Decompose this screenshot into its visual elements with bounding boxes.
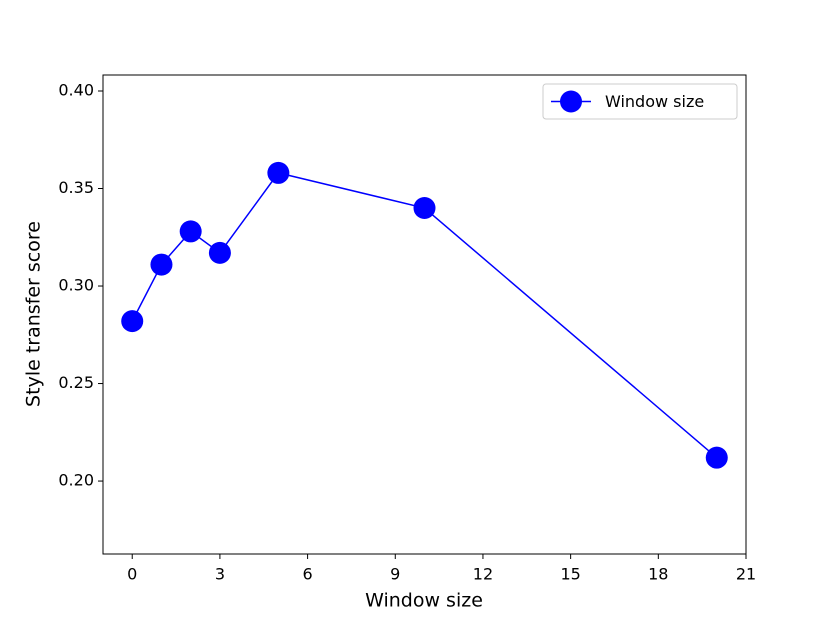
marker: [705, 446, 728, 469]
x-tick-label: 9: [390, 565, 400, 584]
x-tick-label: 3: [215, 565, 225, 584]
y-tick-label: 0.35: [58, 178, 94, 197]
marker: [121, 310, 144, 333]
legend-box: [542, 83, 738, 120]
x-axis-label: Window size: [365, 590, 483, 612]
marker: [179, 220, 202, 243]
x-tick-label: 21: [736, 565, 756, 584]
marker: [413, 197, 436, 220]
x-tick-label: 12: [473, 565, 493, 584]
legend-label: Window size: [605, 92, 704, 111]
x-tick-label: 6: [302, 565, 312, 584]
x-tick-label: 15: [560, 565, 580, 584]
y-tick-label: 0.25: [58, 373, 94, 392]
y-axis-label: Style transfer score: [23, 221, 45, 407]
y-tick-label: 0.20: [58, 471, 94, 490]
marker: [150, 253, 173, 276]
marker: [267, 161, 290, 184]
x-tick-label: 18: [648, 565, 668, 584]
y-tick-label: 0.30: [58, 276, 94, 295]
marker: [208, 241, 231, 264]
legend-marker: [560, 90, 582, 113]
y-tick-label: 0.40: [58, 80, 94, 99]
plot-area: [102, 74, 747, 555]
x-tick-label: 0: [127, 565, 137, 584]
